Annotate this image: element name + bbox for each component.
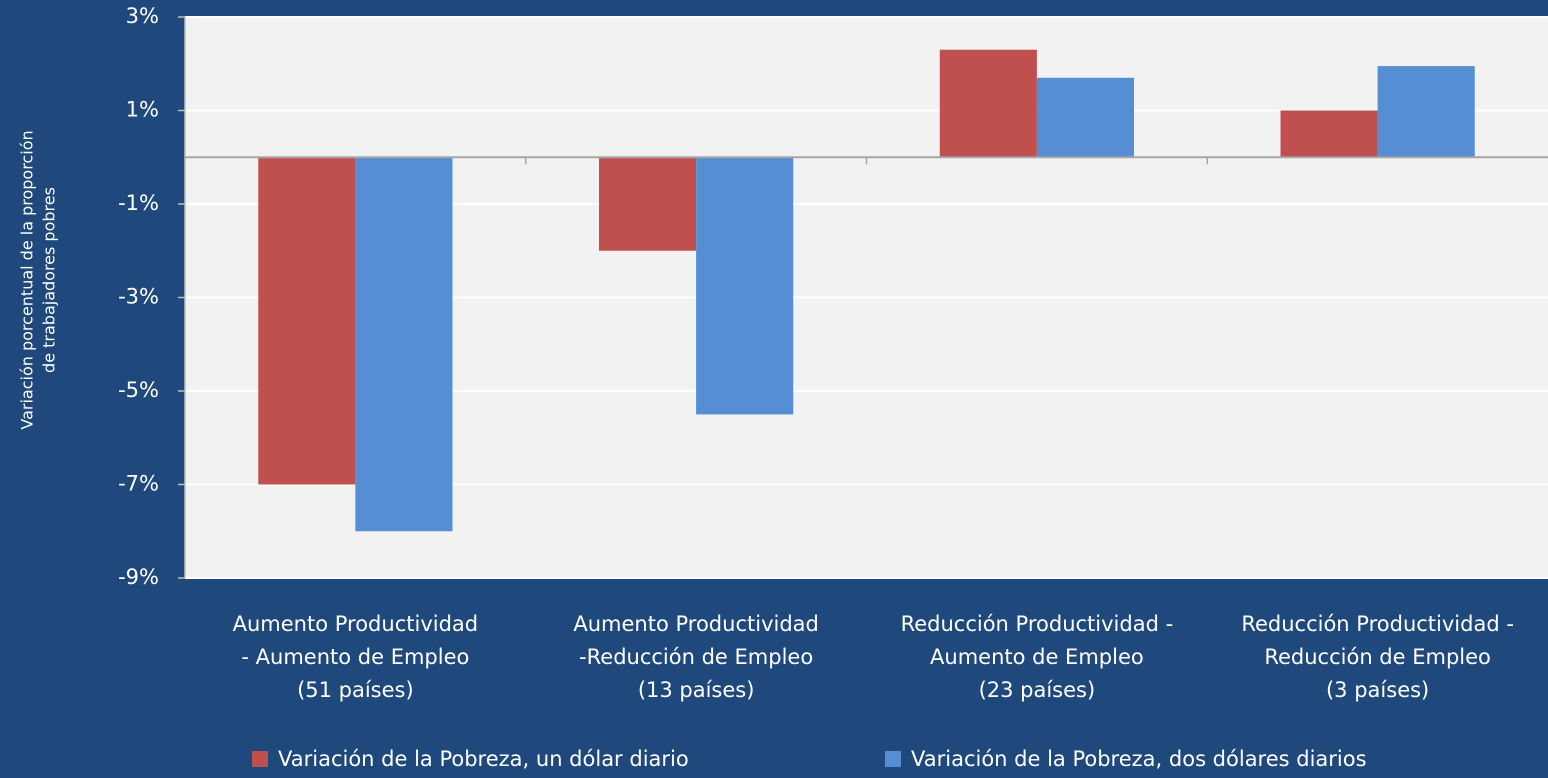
bar bbox=[355, 157, 453, 532]
x-tick-label: -Reducción de Empleo bbox=[579, 645, 813, 669]
y-tick-label: -1% bbox=[118, 191, 159, 215]
y-axis-label: Variación porcentual de la proporción bbox=[18, 130, 37, 429]
bar bbox=[1280, 110, 1378, 158]
bar bbox=[258, 157, 356, 485]
bar bbox=[1377, 66, 1475, 158]
x-tick-label: Aumento Productividad bbox=[573, 612, 818, 636]
x-tick-label: Reducción Productividad - bbox=[901, 612, 1174, 636]
x-tick-label: Reducción Productividad - bbox=[1241, 612, 1514, 636]
x-tick-label: (13 países) bbox=[638, 678, 755, 702]
bar bbox=[599, 157, 697, 251]
legend-swatch bbox=[885, 751, 901, 767]
bar bbox=[939, 49, 1037, 158]
bar bbox=[1036, 77, 1134, 158]
y-tick-label: 1% bbox=[126, 98, 159, 122]
x-tick-label: (23 países) bbox=[979, 678, 1096, 702]
x-tick-label: (51 países) bbox=[297, 678, 414, 702]
y-tick-label: -9% bbox=[118, 565, 159, 589]
legend-label: Variación de la Pobreza, dos dólares dia… bbox=[911, 747, 1367, 771]
y-axis-label: de trabajadores pobres bbox=[40, 187, 59, 373]
x-tick-label: Reducción de Empleo bbox=[1264, 645, 1491, 669]
y-tick-label: -7% bbox=[118, 472, 159, 496]
x-tick-label: - Aumento de Empleo bbox=[241, 645, 469, 669]
legend-label: Variación de la Pobreza, un dólar diario bbox=[278, 747, 689, 771]
x-tick-label: Aumento Productividad bbox=[233, 612, 478, 636]
x-tick-label: Aumento de Empleo bbox=[930, 645, 1144, 669]
y-tick-label: -3% bbox=[118, 285, 159, 309]
bar bbox=[696, 157, 794, 415]
legend-swatch bbox=[252, 751, 268, 767]
y-tick-label: 3% bbox=[126, 4, 159, 28]
x-tick-label: (3 países) bbox=[1326, 678, 1429, 702]
y-tick-label: -5% bbox=[118, 378, 159, 402]
